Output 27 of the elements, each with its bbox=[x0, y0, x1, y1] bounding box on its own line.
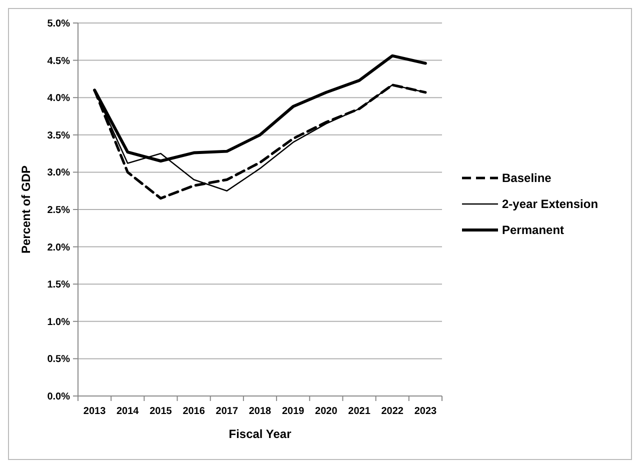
y-tick-label: 5.0% bbox=[47, 18, 70, 30]
x-tick-label: 2021 bbox=[348, 406, 371, 417]
y-tick-label: 2.0% bbox=[47, 242, 70, 254]
legend-label: Permanent bbox=[502, 223, 564, 238]
x-tick-label: 2019 bbox=[282, 406, 305, 417]
x-tick-label: 2013 bbox=[83, 406, 106, 417]
x-tick-label: 2015 bbox=[150, 406, 172, 417]
y-tick-label: 2.5% bbox=[47, 205, 70, 216]
x-tick-label: 2022 bbox=[381, 406, 404, 417]
y-tick-label: 0.0% bbox=[47, 392, 70, 402]
legend-label: 2-year Extension bbox=[502, 197, 598, 212]
y-tick-label: 4.0% bbox=[47, 93, 70, 104]
y-tick-label: 3.5% bbox=[47, 130, 70, 142]
x-tick-label: 2014 bbox=[116, 406, 140, 417]
x-axis-title: Fiscal Year bbox=[228, 427, 292, 441]
y-axis-title: Percent of GDP bbox=[19, 165, 33, 254]
x-tick-label: 2018 bbox=[248, 406, 272, 417]
y-tick-label: 3.0% bbox=[47, 168, 70, 179]
x-tick-label: 2023 bbox=[414, 406, 438, 417]
x-tick-label: 2020 bbox=[315, 406, 338, 417]
legend-label: Baseline bbox=[502, 171, 552, 186]
y-tick-label: 1.0% bbox=[47, 316, 70, 328]
y-tick-label: 4.5% bbox=[47, 56, 70, 67]
y-tick-label: 0.5% bbox=[47, 354, 70, 366]
y-tick-label: 1.5% bbox=[47, 280, 70, 291]
x-tick-label: 2016 bbox=[182, 406, 206, 417]
x-tick-label: 2017 bbox=[216, 406, 238, 417]
